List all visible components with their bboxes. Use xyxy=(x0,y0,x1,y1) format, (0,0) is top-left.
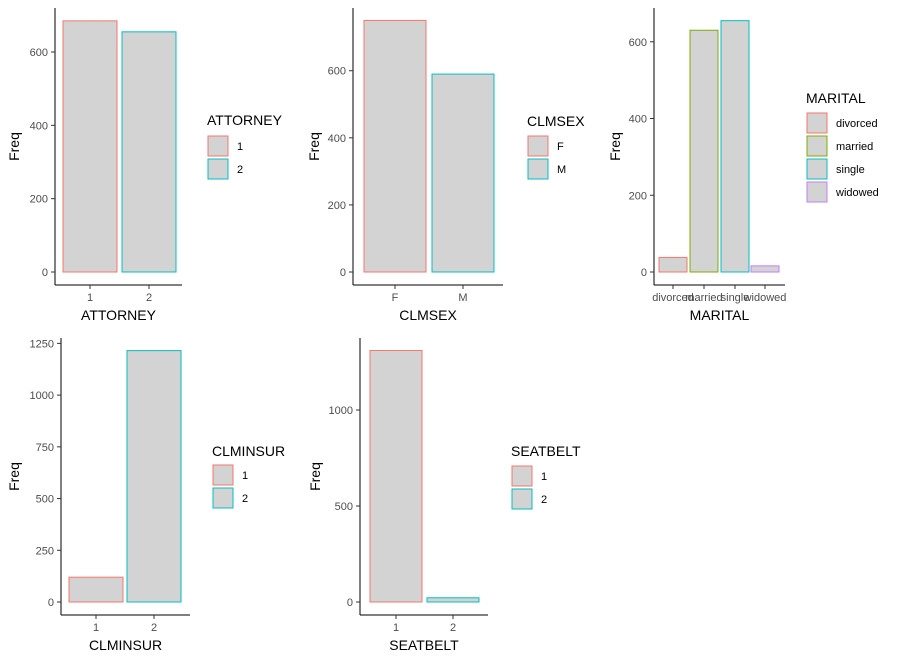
legend-key-F xyxy=(527,135,549,157)
legend-label-2: 2 xyxy=(237,164,243,176)
y-tick-label: 400 xyxy=(629,114,647,126)
legend-label-M: M xyxy=(557,164,566,176)
y-tick-label: 1000 xyxy=(30,390,54,402)
x-tick-label: 1 xyxy=(93,622,99,634)
bar-2 xyxy=(426,597,480,603)
x-tick-label: married xyxy=(685,292,722,304)
bar-M xyxy=(431,73,495,273)
y-tick-label: 500 xyxy=(335,501,353,513)
y-tick-label: 0 xyxy=(340,267,346,279)
legend: CLMSEX FM xyxy=(527,113,585,180)
bar-2 xyxy=(121,31,177,273)
y-tick-label: 1250 xyxy=(30,338,54,350)
y-tick-label: 750 xyxy=(36,442,54,454)
y-tick-label: 0 xyxy=(42,267,48,279)
chart-panel-clminsur: 0 250 500 750 1000 1250 1 2 CLMINSUR Freq CLMINSUR… xyxy=(6,338,285,653)
bar-1 xyxy=(369,349,423,603)
x-tick-label: divorced xyxy=(652,292,694,304)
y-tick-label: 200 xyxy=(629,190,647,202)
bar-F xyxy=(363,19,427,273)
y-axis-title: Freq xyxy=(607,132,623,161)
legend-label-single: single xyxy=(836,164,865,176)
legend-label-1: 1 xyxy=(237,141,243,153)
chart-panel-seatbelt: 0 500 1000 1 2 SEATBELT Freq SEATBELT 1 2 xyxy=(307,338,581,653)
y-axis-title: Freq xyxy=(6,462,22,491)
y-axis-title: Freq xyxy=(307,462,323,491)
x-axis-title: SEATBELT xyxy=(389,637,459,653)
legend: SEATBELT 1 2 xyxy=(511,443,581,510)
x-axis-title: CLMINSUR xyxy=(89,637,162,653)
x-tick-label: F xyxy=(392,292,399,304)
legend-key-2 xyxy=(207,158,229,180)
x-tick-label: widowed xyxy=(743,292,787,304)
y-axis-title: Freq xyxy=(6,132,22,161)
bar-married xyxy=(689,29,719,273)
legend-label-divorced: divorced xyxy=(836,118,878,130)
x-tick-label: 2 xyxy=(450,622,456,634)
legend-key-single xyxy=(806,158,828,180)
legend-key-M xyxy=(527,158,549,180)
legend-key-married xyxy=(806,135,828,157)
y-tick-label: 200 xyxy=(30,194,48,206)
y-tick-label: 600 xyxy=(30,47,48,59)
y-tick-label: 0 xyxy=(48,597,54,609)
legend-key-1 xyxy=(511,465,533,487)
y-tick-label: 400 xyxy=(30,120,48,132)
legend-key-divorced xyxy=(806,112,828,134)
x-tick-label: 1 xyxy=(87,292,93,304)
x-tick-label: 1 xyxy=(393,622,399,634)
y-tick-label: 250 xyxy=(36,545,54,557)
y-tick-label: 0 xyxy=(347,597,353,609)
legend-title: ATTORNEY xyxy=(207,112,283,128)
x-tick-label: 2 xyxy=(151,622,157,634)
y-tick-label: 600 xyxy=(328,66,346,78)
legend-title: MARITAL xyxy=(806,90,866,106)
legend-key-2 xyxy=(511,488,533,510)
y-tick-label: 500 xyxy=(36,494,54,506)
y-tick-label: 600 xyxy=(629,37,647,49)
legend-key-1 xyxy=(212,464,234,486)
chart-panel-marital: 0200400600divorcedmarriedsinglewidowedMA… xyxy=(607,8,879,323)
y-tick-label: 1000 xyxy=(329,405,353,417)
legend-label-2: 2 xyxy=(541,494,547,506)
legend-title: CLMINSUR xyxy=(212,443,285,459)
x-axis-title: CLMSEX xyxy=(399,307,457,323)
legend: CLMINSUR 1 2 xyxy=(212,443,285,509)
bar-divorced xyxy=(658,256,688,273)
bar-2 xyxy=(126,350,182,603)
legend-label-2: 2 xyxy=(242,493,248,505)
legend-label-widowed: widowed xyxy=(835,187,879,199)
bar-widowed xyxy=(750,265,780,273)
legend-label-1: 1 xyxy=(541,471,547,483)
y-tick-label: 0 xyxy=(641,267,647,279)
y-axis-title: Freq xyxy=(306,132,322,161)
legend-label-married: married xyxy=(836,141,873,153)
legend-title: SEATBELT xyxy=(511,443,581,459)
x-tick-label: M xyxy=(458,292,467,304)
legend-key-1 xyxy=(207,135,229,157)
x-tick-label: single xyxy=(721,292,750,304)
legend: ATTORNEY 1 2 xyxy=(207,112,283,180)
x-axis-title: MARITAL xyxy=(690,307,750,323)
legend-label-F: F xyxy=(557,141,564,153)
chart-panel-attorney: 0 200 400 600 1 2 ATTORNEY Freq ATTORNEY 1 2 xyxy=(6,8,283,323)
legend-key-widowed xyxy=(806,181,828,203)
legend: MARITAL divorced married single widowed xyxy=(806,90,879,203)
legend-label-1: 1 xyxy=(242,470,248,482)
legend-title: CLMSEX xyxy=(527,113,585,129)
bar-single xyxy=(720,20,750,273)
y-tick-label: 200 xyxy=(328,200,346,212)
bar-1 xyxy=(62,20,118,273)
x-axis-title: ATTORNEY xyxy=(81,307,157,323)
x-tick-label: 2 xyxy=(146,292,152,304)
y-tick-label: 400 xyxy=(328,133,346,145)
legend-key-2 xyxy=(212,487,234,509)
bar-1 xyxy=(68,576,124,603)
